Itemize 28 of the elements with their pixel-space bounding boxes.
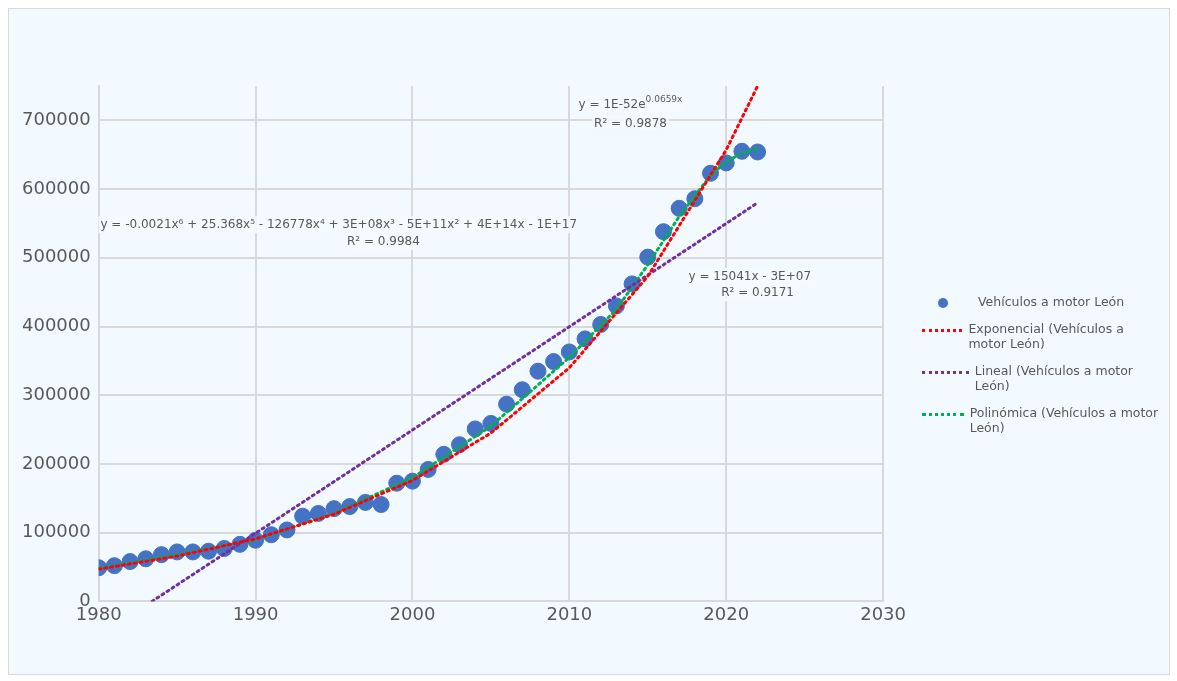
annotation: y = -0.0021x⁶ + 25.368x⁵ - 126778x⁴ + 3E+08x³ - 5E+11x² + 4E+14x - 1E+17 (100, 217, 578, 232)
point (529, 362, 547, 380)
annotation: R² = 0.9984 (347, 234, 420, 249)
y-tick-label: 200000 (21, 451, 91, 473)
x-tick-label: 2020 (703, 602, 750, 624)
x-tick-label: 2010 (546, 602, 593, 624)
y-tick-label: 700000 (21, 108, 91, 130)
legend-label: Lineal (Vehículos a motor León) (974, 363, 1134, 393)
x-tick-label: 2000 (389, 602, 436, 624)
annotation: y = 15041x - 3E+07 (688, 268, 812, 283)
legend-label: Vehículos a motor León (978, 294, 1125, 309)
y-tick-label: 400000 (21, 314, 91, 336)
x-tick-label: 2030 (860, 602, 906, 624)
point (294, 507, 312, 525)
point (545, 353, 563, 371)
y-tick-label: 500000 (21, 245, 91, 267)
point (372, 496, 390, 514)
y-tick-label: 600000 (21, 176, 91, 198)
legend-label: Polinómica (Vehículos a motor León) (969, 405, 1159, 435)
point (513, 381, 531, 399)
annotation: R² = 0.9878 (594, 115, 667, 130)
legend-label: Exponencial (Vehículos a motor León) (968, 321, 1125, 351)
y-tick-label: 100000 (21, 520, 91, 542)
point (749, 143, 767, 161)
y-tick-label: 300000 (21, 382, 91, 404)
x-tick-label: 1990 (232, 602, 279, 624)
point (466, 420, 484, 438)
annotation: R² = 0.9171 (721, 285, 795, 300)
